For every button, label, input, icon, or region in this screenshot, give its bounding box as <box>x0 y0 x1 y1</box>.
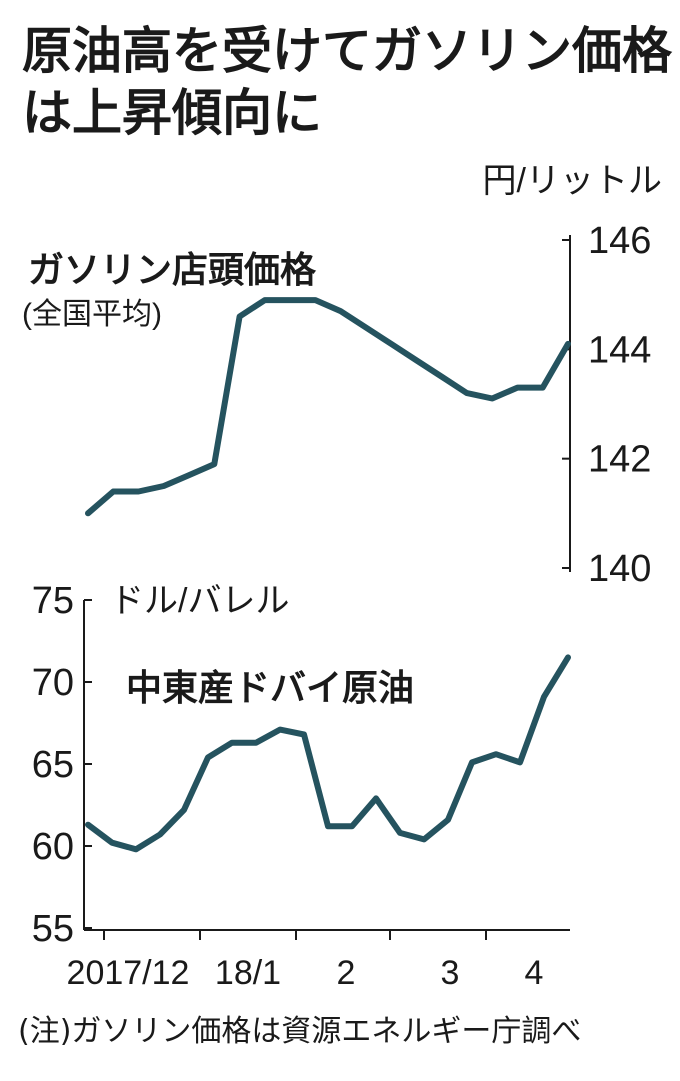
gasoline-chart-title: ガソリン店頭価格 <box>28 249 317 290</box>
gasoline-y-tick-label: 142 <box>588 439 651 481</box>
gasoline-y-tick-label: 144 <box>588 329 651 371</box>
chart-note: (注)ガソリン価格は資源エネルギー庁調べ <box>18 1014 582 1049</box>
crude-oil-y-tick-label: 55 <box>32 908 74 950</box>
crude-oil-y-unit: ドル/バレル <box>110 582 289 620</box>
crude-oil-chart-title: 中東産ドバイ原油 <box>126 667 414 708</box>
crude-oil-chart: ドル/バレル 中東産ドバイ原油 75 70 65 60 55 2017/12 18/1 2 3… <box>32 580 571 992</box>
gasoline-y-tick-label: 146 <box>588 220 651 262</box>
x-tick-label: 2017/12 <box>67 954 190 992</box>
x-tick-label: 3 <box>441 954 460 992</box>
gasoline-series-line <box>85 297 571 517</box>
gasoline-chart-subtitle: (全国平均) <box>22 298 162 331</box>
x-tick-label: 18/1 <box>215 954 281 992</box>
gasoline-chart: ガソリン店頭価格 (全国平均) 円/リットル 146 144 142 140 <box>22 162 662 590</box>
chart-title: 原油高を受けてガソリン価格は上昇傾向に <box>22 22 672 142</box>
gasoline-y-unit: 円/リットル <box>483 162 662 200</box>
crude-oil-y-tick-label: 70 <box>32 662 74 704</box>
gasoline-y-tick-label: 140 <box>588 548 651 590</box>
crude-oil-series-line <box>85 654 571 853</box>
x-tick-label: 4 <box>525 954 544 992</box>
crude-oil-y-tick-label: 65 <box>32 744 74 786</box>
x-tick-label: 2 <box>337 954 356 992</box>
crude-oil-y-tick-label: 60 <box>32 826 74 868</box>
gasoline-y-ticks: 146 144 142 140 <box>562 220 651 590</box>
x-ticks: 2017/12 18/1 2 3 4 <box>67 930 544 992</box>
crude-oil-y-tick-label: 75 <box>32 580 74 622</box>
crude-oil-y-ticks: 75 70 65 60 55 <box>32 580 92 950</box>
